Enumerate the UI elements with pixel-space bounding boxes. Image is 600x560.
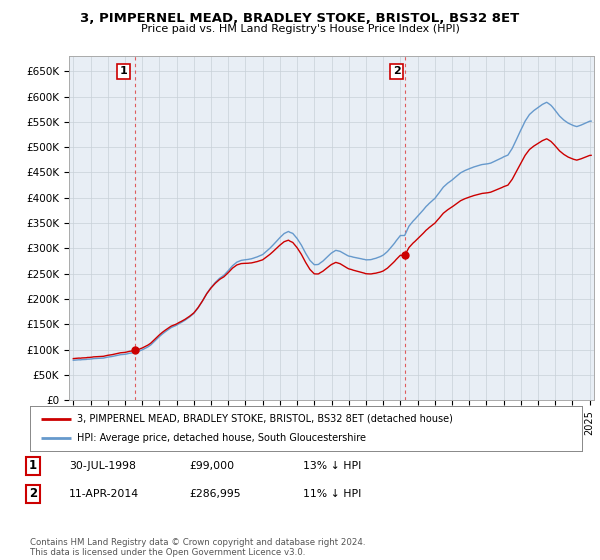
Text: £99,000: £99,000: [189, 461, 234, 471]
Text: 11% ↓ HPI: 11% ↓ HPI: [303, 489, 361, 499]
Text: 11-APR-2014: 11-APR-2014: [69, 489, 139, 499]
Text: 1: 1: [29, 459, 37, 473]
Text: 3, PIMPERNEL MEAD, BRADLEY STOKE, BRISTOL, BS32 8ET (detached house): 3, PIMPERNEL MEAD, BRADLEY STOKE, BRISTO…: [77, 413, 453, 423]
Text: HPI: Average price, detached house, South Gloucestershire: HPI: Average price, detached house, Sout…: [77, 433, 366, 444]
Text: 2: 2: [29, 487, 37, 501]
Text: Price paid vs. HM Land Registry's House Price Index (HPI): Price paid vs. HM Land Registry's House …: [140, 24, 460, 34]
Text: 30-JUL-1998: 30-JUL-1998: [69, 461, 136, 471]
Text: 13% ↓ HPI: 13% ↓ HPI: [303, 461, 361, 471]
Text: Contains HM Land Registry data © Crown copyright and database right 2024.
This d: Contains HM Land Registry data © Crown c…: [30, 538, 365, 557]
Text: 2: 2: [393, 67, 401, 77]
Text: 1: 1: [120, 67, 128, 77]
Text: 3, PIMPERNEL MEAD, BRADLEY STOKE, BRISTOL, BS32 8ET: 3, PIMPERNEL MEAD, BRADLEY STOKE, BRISTO…: [80, 12, 520, 25]
Text: £286,995: £286,995: [189, 489, 241, 499]
